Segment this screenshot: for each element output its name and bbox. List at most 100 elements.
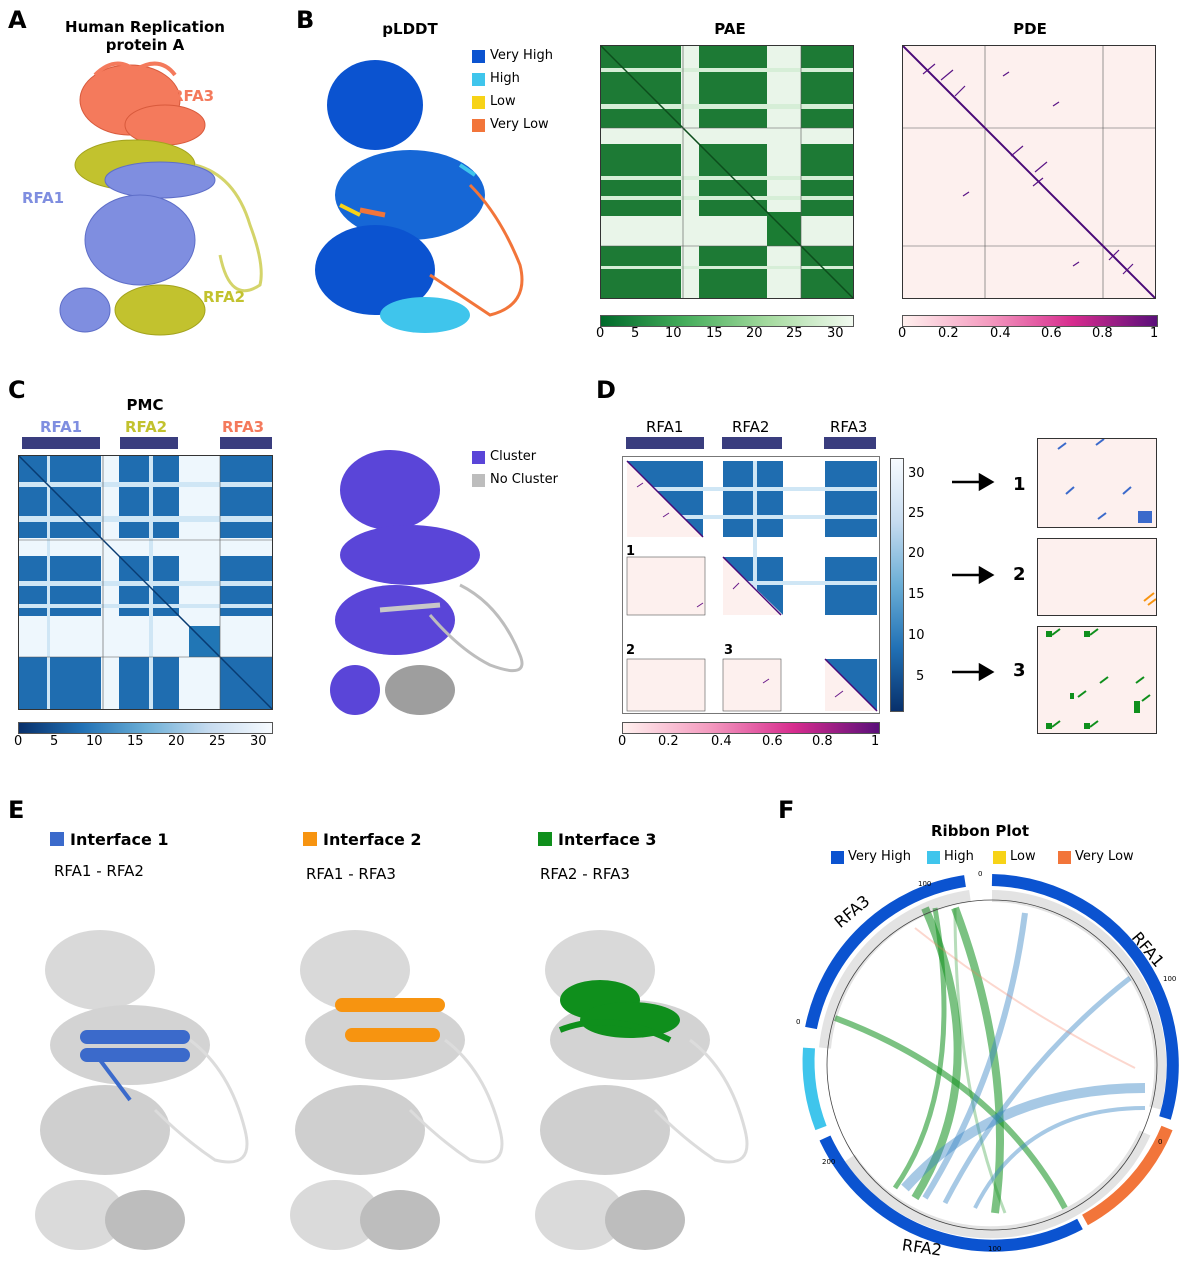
legend-swatch-low — [472, 96, 485, 109]
panel-b-letter: B — [296, 6, 315, 34]
pmc-label-rfa2: RFA2 — [125, 418, 168, 436]
ribbon-tick: 100 — [1163, 975, 1177, 983]
legend-swatch-very-high — [472, 50, 485, 63]
interface-1-pair: RFA1 - RFA2 — [54, 862, 144, 880]
interface-1-swatch — [50, 832, 64, 846]
legend-swatch-cluster — [472, 451, 485, 464]
interface-3-pair: RFA2 - RFA3 — [540, 865, 630, 883]
pmc-colorbar — [18, 722, 273, 734]
pae-tick: 15 — [706, 326, 723, 341]
d-zoom-box-2 — [1037, 538, 1157, 616]
pde-colorbar-ticks: 0 0.2 0.4 0.6 0.8 1 — [898, 326, 1168, 344]
d-htick: 0.4 — [711, 734, 732, 749]
pde-title: PDE — [1013, 20, 1047, 38]
d-htick: 1 — [871, 734, 880, 749]
label-rfa3: RFA3 — [172, 87, 215, 105]
rpa-structure-chains — [59, 61, 263, 336]
pae-tick: 0 — [596, 326, 605, 341]
panel-f-letter: F — [778, 796, 795, 824]
ribbon-circle — [802, 874, 1179, 1252]
d-horizontal-ticks: 0 0.2 0.4 0.6 0.8 1 — [618, 734, 888, 752]
interface-3-title: Interface 3 — [558, 830, 657, 849]
interface-1-structure — [35, 930, 249, 1250]
label-rfa1: RFA1 — [22, 189, 65, 207]
legend-swatch-high — [472, 73, 485, 86]
pmc-tick: 5 — [50, 734, 59, 749]
pae-tick: 20 — [746, 326, 763, 341]
legend-low: Low — [490, 94, 516, 109]
panel-c-letter: C — [8, 376, 26, 404]
pmc-tick: 10 — [86, 734, 103, 749]
ribbon-title: Ribbon Plot — [931, 822, 1029, 840]
pae-tick: 25 — [786, 326, 803, 341]
d-vtick: 15 — [908, 587, 925, 602]
pde-tick: 1 — [1150, 326, 1159, 341]
pde-colorbar — [902, 315, 1158, 327]
interface-2-pair: RFA1 - RFA3 — [306, 865, 396, 883]
pmc-label-rfa1: RFA1 — [40, 418, 83, 436]
d-arrows — [952, 472, 995, 682]
cluster-structure — [330, 450, 524, 715]
legend-swatch-very-low — [472, 119, 485, 132]
pae-tick: 5 — [631, 326, 640, 341]
interface-2-structure — [290, 930, 504, 1250]
pmc-label-rfa3: RFA3 — [222, 418, 265, 436]
pae-colorbar — [600, 315, 854, 327]
d-zoom-label-1: 1 — [1013, 474, 1026, 495]
ribbon-tick: 0 — [1158, 1138, 1163, 1146]
legend-cluster: Cluster — [490, 449, 537, 464]
panel-e-letter: E — [8, 796, 25, 824]
ribbon-tick: 100 — [918, 880, 932, 888]
panel-a-letter: A — [8, 6, 27, 34]
ribbon-tick: 200 — [822, 1158, 836, 1166]
d-label-rfa3: RFA3 — [830, 418, 868, 436]
pmc-bar-rfa2 — [120, 437, 178, 449]
d-vtick: 10 — [908, 628, 925, 643]
ribbon-tick: 0 — [978, 870, 983, 878]
interface-2-swatch — [303, 832, 317, 846]
pmc-bar-rfa3 — [220, 437, 272, 449]
d-zoom-box-3 — [1037, 626, 1157, 734]
d-horizontal-colorbar — [622, 722, 880, 734]
d-vertical-ticks: 30 25 20 15 10 5 — [908, 466, 938, 696]
panel-d-letter: D — [596, 376, 616, 404]
pde-tick: 0.6 — [1041, 326, 1062, 341]
d-vtick: 20 — [908, 546, 925, 561]
pde-tick: 0.4 — [990, 326, 1011, 341]
ribbon-tick: 100 — [988, 1245, 1002, 1253]
plddt-structure — [315, 60, 524, 333]
d-bar-rfa3 — [824, 437, 876, 449]
pde-matrix — [902, 45, 1156, 299]
interface-3-swatch — [538, 832, 552, 846]
pde-tick: 0.8 — [1092, 326, 1113, 341]
pde-tick: 0 — [898, 326, 907, 341]
d-label-rfa1: RFA1 — [646, 418, 684, 436]
plddt-title: pLDDT — [382, 20, 438, 38]
ribbon-legend-swatch-high — [927, 851, 940, 864]
d-zoom-box-1 — [1037, 438, 1157, 528]
pmc-colorbar-ticks: 0 5 10 15 20 25 30 — [14, 734, 284, 752]
d-vtick: 5 — [916, 669, 925, 684]
panel-a-title: Human Replication protein A — [50, 18, 240, 54]
panel-a-title-line2: protein A — [105, 36, 185, 54]
pae-tick: 10 — [665, 326, 682, 341]
d-block-label-3: 3 — [724, 643, 734, 658]
d-zoom-label-2: 2 — [1013, 564, 1026, 585]
legend-high: High — [490, 71, 520, 86]
d-bar-rfa1 — [626, 437, 704, 449]
d-htick: 0.8 — [812, 734, 833, 749]
d-vtick: 30 — [908, 466, 925, 481]
interface-1-title: Interface 1 — [70, 830, 169, 849]
pmc-tick: 20 — [168, 734, 185, 749]
ribbon-tick: 0 — [796, 1018, 801, 1026]
pae-matrix — [600, 45, 854, 299]
ribbon-legend-swatch-very-high — [831, 851, 844, 864]
pmc-tick: 0 — [14, 734, 23, 749]
pmc-tick: 30 — [250, 734, 267, 749]
pae-tick: 30 — [827, 326, 844, 341]
legend-very-high: Very High — [490, 48, 553, 63]
panel-a-title-line1: Human Replication — [65, 18, 225, 36]
legend-swatch-no-cluster — [472, 474, 485, 487]
label-rfa2: RFA2 — [203, 288, 246, 306]
d-block-label-2: 2 — [626, 643, 636, 658]
